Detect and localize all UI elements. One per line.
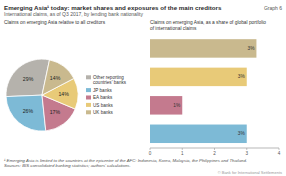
x-tick <box>214 148 215 150</box>
legend-label-line: UK banks <box>93 110 114 115</box>
bar <box>150 125 247 143</box>
legend-swatch <box>86 75 91 79</box>
x-tick <box>246 148 247 150</box>
pie-label: 26% <box>23 108 34 114</box>
legend-swatch <box>86 88 91 92</box>
legend-swatch <box>86 110 91 114</box>
bar <box>150 68 247 86</box>
pie-label: 17% <box>50 109 61 115</box>
legend-label: US banks <box>93 103 114 108</box>
pie-title: Claims on emerging Asia relative to all … <box>4 20 106 25</box>
pie-label: 29% <box>23 76 34 82</box>
legend-swatch <box>86 103 91 107</box>
x-tick-label: 4 <box>278 151 281 156</box>
bar-title-line: Claims on emerging Asia, as a share of g… <box>150 20 266 25</box>
bar <box>150 96 182 114</box>
pie-label: 14% <box>58 91 69 97</box>
bar-label: 3% <box>238 74 246 79</box>
pie-title-line: Claims on emerging Asia relative to all … <box>4 20 106 25</box>
bars <box>150 39 256 143</box>
pie <box>6 59 78 131</box>
legend-label: Other reportingcountries' banks <box>93 75 127 85</box>
subtitle: International claims, as of Q3 2017, by … <box>4 11 143 17</box>
x-tick-label: 0 <box>149 151 152 156</box>
title-line: Emerging Asia¹ today: market shares and … <box>4 4 222 11</box>
pie-slice <box>42 60 74 95</box>
pie-label: 14% <box>50 75 61 81</box>
graph-label: Graph 6 <box>264 5 282 11</box>
legend-label: UK banks <box>93 110 114 115</box>
legend-label: EA banks <box>93 95 113 100</box>
x-tick-label: 1 <box>181 151 184 156</box>
bar-label: 3% <box>247 46 255 51</box>
figure: Graph 6 Emerging Asia¹ today: market shar… <box>0 0 286 176</box>
watermark: © Bank for International Settlements <box>218 170 282 175</box>
source-note: Sources: BIS consolidated banking statis… <box>4 163 131 168</box>
legend-label: JP banks <box>93 88 113 93</box>
legend-swatch <box>86 96 91 100</box>
x-tick <box>279 148 280 150</box>
x-tick-label: 3 <box>245 151 248 156</box>
legend-label-line: JP banks <box>93 88 113 93</box>
legend-label-line: countries' banks <box>93 80 127 85</box>
bar-title: Claims on emerging Asia, as a share of g… <box>150 20 266 31</box>
pie-slice <box>6 95 46 131</box>
legend: Other reportingcountries' banks JP banks E… <box>86 75 127 115</box>
subtitle-line: International claims, as of Q3 2017, by … <box>4 11 143 17</box>
title: Emerging Asia¹ today: market shares and … <box>4 4 222 11</box>
bar <box>150 39 256 57</box>
legend-label-line: US banks <box>93 103 114 108</box>
x-tick <box>182 148 183 150</box>
legend-label-line: Other reporting <box>93 75 124 80</box>
legend-label-line: EA banks <box>93 95 113 100</box>
x-tick <box>150 148 151 150</box>
bar-label: 3% <box>238 131 246 136</box>
bar-label: 1% <box>173 103 181 108</box>
bar-title-line: of international claims <box>150 26 197 31</box>
source-note-line: Sources: BIS consolidated banking statis… <box>4 163 131 168</box>
x-tick-label: 2 <box>213 151 216 156</box>
